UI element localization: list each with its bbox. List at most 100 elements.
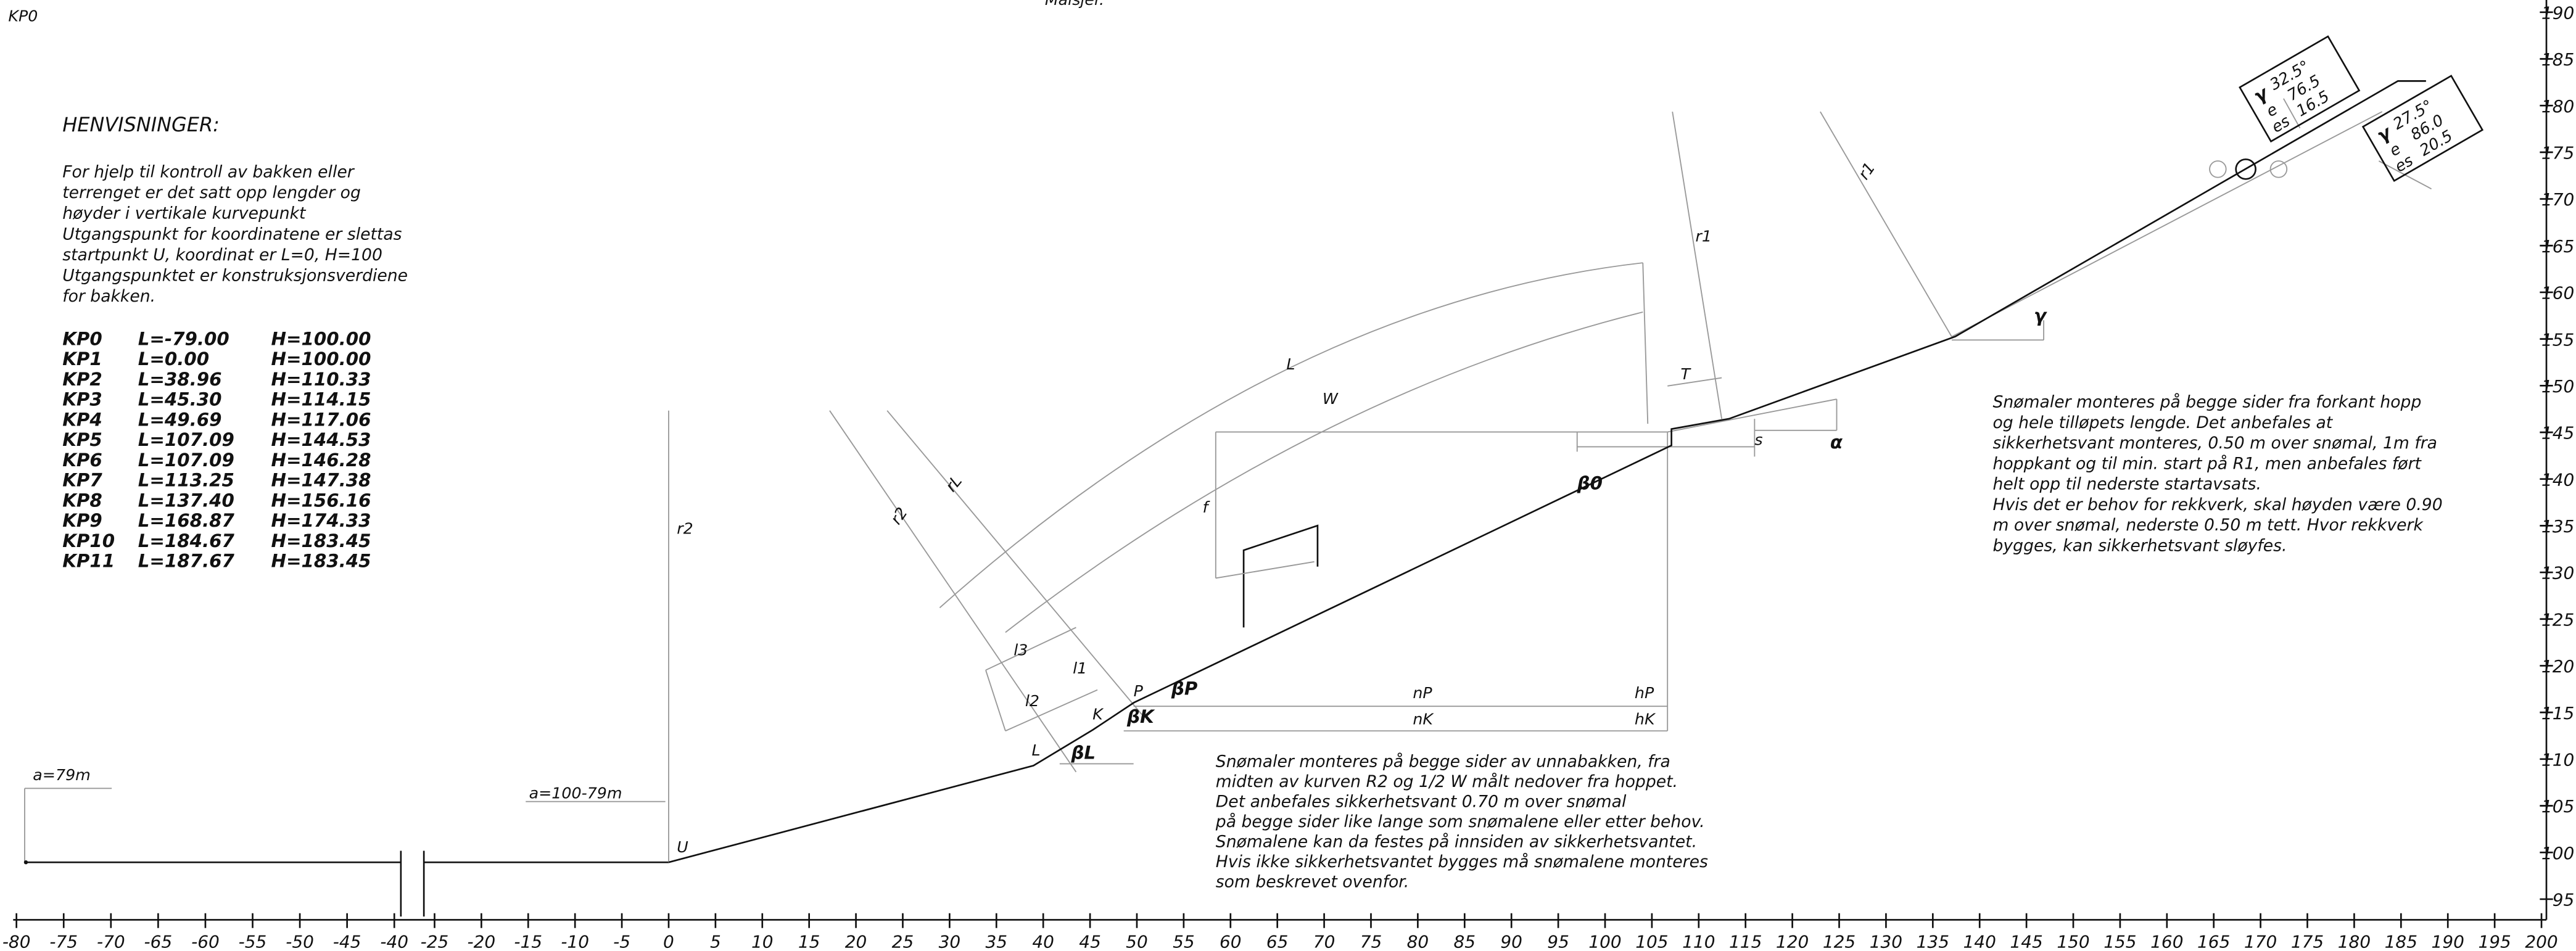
construction	[24, 35, 2484, 917]
point-h: H=100.00	[271, 328, 371, 349]
y-tick-label: 105	[2541, 796, 2574, 817]
note-line: som beskrevet ovenfor.	[1216, 873, 1409, 892]
note-line: Det anbefales sikkerhetsvant 0.70 m over…	[1216, 792, 1627, 812]
label: γ	[2034, 305, 2047, 326]
x-tick-label: 195	[2478, 932, 2511, 951]
point-l: L=-79.00	[138, 328, 229, 349]
x-tick-label: 155	[2103, 932, 2136, 951]
point-name: KP6	[62, 450, 102, 471]
point-name: KP0	[62, 328, 102, 349]
note-line: helt opp til nederste startavsats.	[1993, 475, 2262, 494]
x-tick-label: -50	[286, 932, 314, 951]
point-h: H=144.53	[271, 429, 371, 450]
y-tick-label: 110	[2541, 749, 2574, 770]
label: α	[1830, 432, 1843, 453]
x-tick-label: 190	[2432, 932, 2464, 951]
x-tick-label: 25	[892, 932, 914, 951]
point-h: H=110.33	[271, 369, 371, 390]
note-line: hoppkant og til min. start på R1, men an…	[1993, 454, 2422, 473]
y-tick-label: 120	[2541, 656, 2574, 677]
point-l: L=107.09	[138, 429, 234, 450]
reference-line: startpunkt U, koordinat er L=0, H=100	[62, 245, 382, 265]
point-name: KP10	[62, 530, 115, 551]
label: βK	[1126, 706, 1155, 727]
label: L	[1286, 355, 1295, 373]
reference-line: terrenget er det satt opp lengder og	[62, 183, 361, 202]
x-tick-label: 200	[2525, 932, 2557, 951]
point-name: KP3	[62, 389, 102, 410]
profile	[668, 80, 2426, 863]
point-h: H=100.00	[271, 348, 371, 369]
x-tick-label: 120	[1776, 932, 1809, 951]
x-tick-label: 15	[798, 932, 820, 951]
point-name: KP8	[62, 490, 102, 511]
point-h: H=147.38	[271, 470, 371, 491]
x-tick-label: 160	[2150, 932, 2183, 951]
y-tick-label: 175	[2541, 143, 2574, 163]
x-tick-label: 85	[1454, 932, 1476, 951]
gamma-box: γ 27.5° e 86.0 es 20.5	[2373, 96, 2455, 176]
label: W	[1323, 390, 1339, 408]
x-tick-label: 0	[663, 932, 674, 951]
label: l2	[1025, 692, 1039, 710]
reference-line: For hjelp til kontroll av bakken eller	[62, 163, 355, 182]
reference-line: Utgangspunktet er konstruksjonsverdiene	[62, 266, 408, 285]
y-tick-label: 135	[2541, 516, 2574, 537]
point-h: H=156.16	[271, 490, 371, 511]
reference-line: Utgangspunkt for koordinatene er slettas	[62, 224, 402, 244]
y-tick-label: 95	[2553, 890, 2575, 910]
x-tick-label: 70	[1313, 932, 1335, 951]
y-tick-label: 115	[2541, 703, 2574, 723]
x-tick-label: 150	[2057, 932, 2089, 951]
x-tick-label: 145	[2010, 932, 2042, 951]
y-tick-label: 185	[2541, 49, 2574, 70]
x-tick-label: 180	[2338, 932, 2371, 951]
x-tick-label: -20	[468, 932, 496, 951]
x-tick-label: 105	[1635, 932, 1668, 951]
point-l: L=113.25	[138, 470, 234, 491]
note-line: bygges, kan sikkerhetsvant sløyfes.	[1993, 537, 2287, 556]
label: r1	[1695, 227, 1712, 245]
x-tick-label: 45	[1079, 932, 1101, 951]
y-tick-label: 140	[2541, 469, 2574, 490]
label: L	[1032, 741, 1041, 759]
x-tick-label: 115	[1729, 932, 1762, 951]
x-tick-label: -75	[49, 932, 78, 951]
label: βP	[1171, 678, 1198, 699]
top-label: Målsjer.	[1045, 0, 1104, 9]
point-name: KP7	[62, 470, 102, 491]
x-tick-label: 30	[939, 932, 961, 951]
x-tick-label: 40	[1032, 932, 1054, 951]
point-name: KP11	[62, 551, 115, 572]
references-title: HENVISNINGER:	[62, 113, 220, 136]
y-tick-label: 190	[2541, 2, 2574, 23]
point-l: L=0.00	[138, 348, 209, 369]
x-tick-label: 100	[1588, 932, 1621, 951]
y-tick-label: 130	[2541, 563, 2574, 583]
point-name: KP1	[62, 348, 102, 369]
y-tick-label: 165	[2541, 236, 2574, 257]
point-l: L=38.96	[138, 369, 222, 390]
label: P	[1134, 682, 1144, 700]
point-l: L=49.69	[138, 409, 222, 430]
x-tick-label: 125	[1823, 932, 1856, 951]
label: l3	[1013, 641, 1028, 659]
point-l: L=184.67	[138, 530, 235, 551]
point-l: L=45.30	[138, 389, 222, 410]
label: r2	[677, 520, 693, 538]
note-line: på begge sider like lange som snømalene …	[1215, 812, 1705, 831]
x-tick-label: 130	[1870, 932, 1902, 951]
x-tick-label: 5	[710, 932, 721, 951]
x-tick-label: 175	[2291, 932, 2324, 951]
point-h: H=114.15	[271, 389, 371, 410]
label: nK	[1413, 710, 1434, 728]
label: hP	[1635, 684, 1654, 702]
y-tick-label: 145	[2541, 423, 2574, 443]
x-tick-label: 135	[1917, 932, 1949, 951]
label: U	[677, 838, 688, 856]
point-h: H=146.28	[271, 450, 371, 471]
point-name: KP2	[62, 369, 102, 390]
x-tick-label: 50	[1126, 932, 1148, 951]
